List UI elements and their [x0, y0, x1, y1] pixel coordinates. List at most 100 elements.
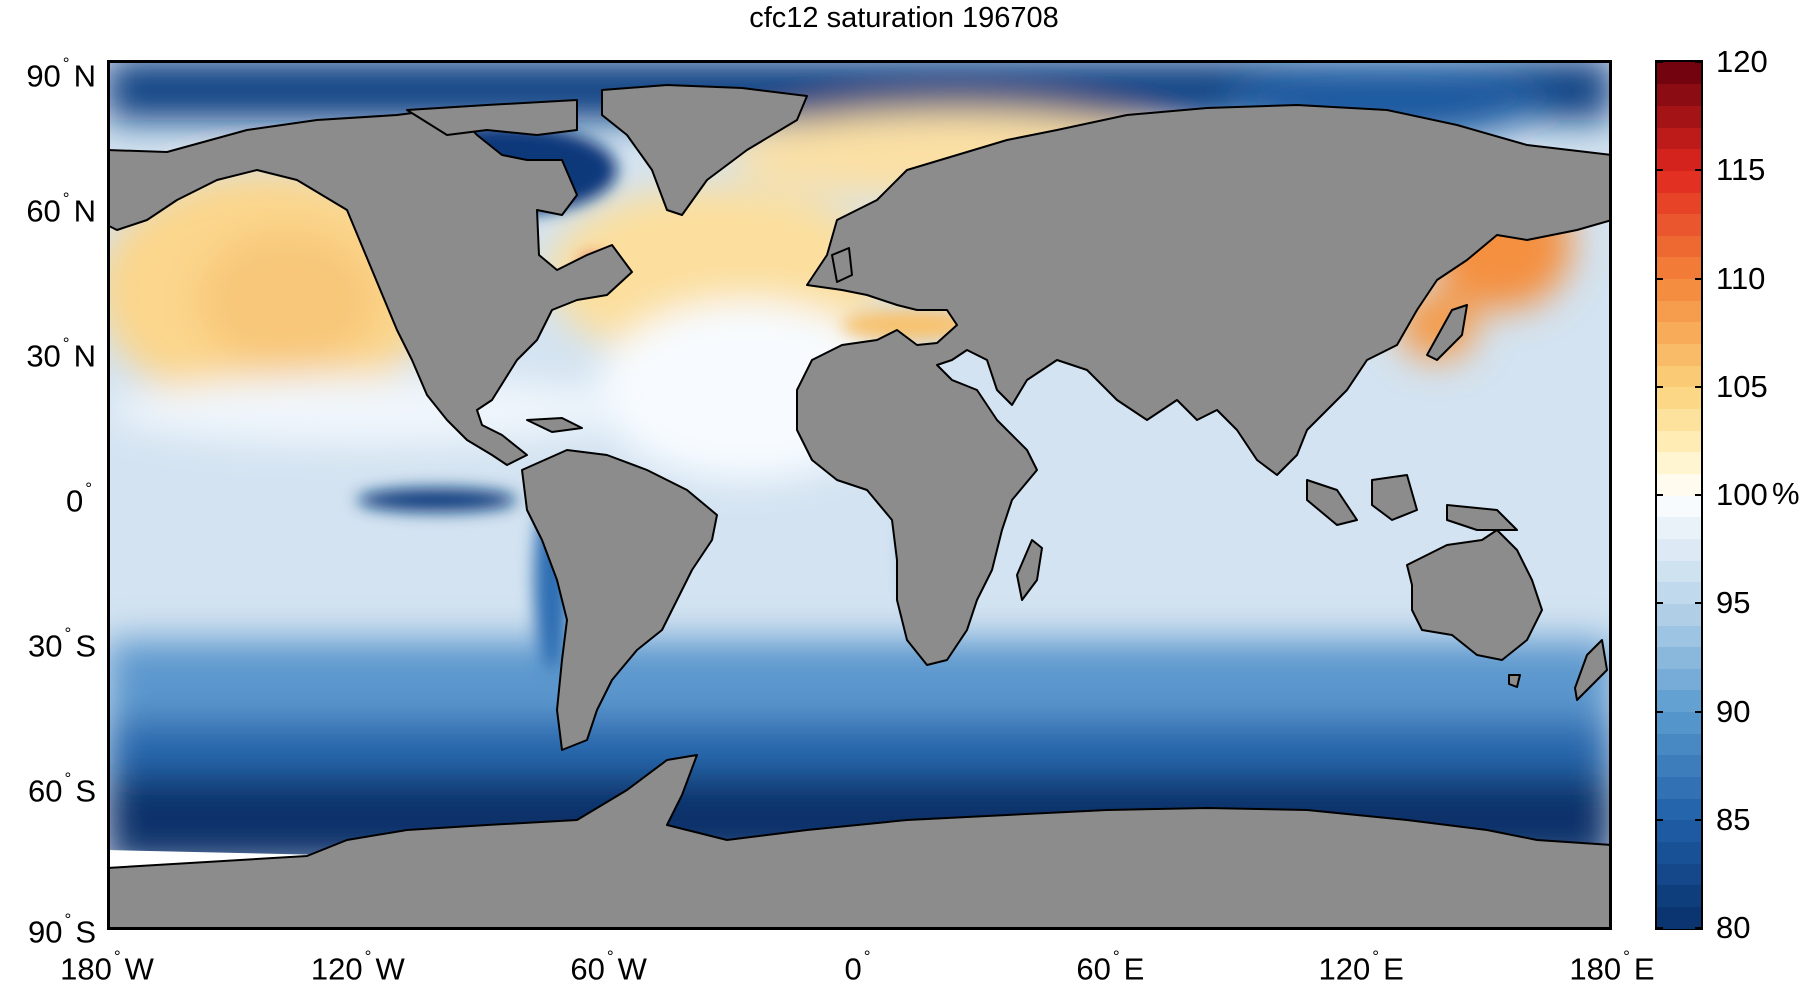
tasmania-island	[1508, 674, 1521, 688]
colorbar-segment	[1657, 170, 1701, 193]
longitude-tick-label: 120 ° E	[1319, 946, 1404, 986]
longitude-tick-degrees: 120	[1318, 951, 1371, 986]
north-america-land	[107, 107, 633, 466]
colorbar-tick-mark	[1695, 169, 1703, 172]
longitude-tick-label: 60 ° E	[1076, 946, 1144, 986]
colorbar-segment	[1657, 105, 1701, 128]
colorbar-tick-label: 80	[1716, 910, 1751, 945]
degree-symbol: °	[364, 947, 372, 966]
degree-symbol: °	[62, 334, 70, 353]
colorbar-segment	[1657, 689, 1701, 713]
latitude-tick-degrees: 30	[26, 338, 61, 374]
colorbar-segment	[1657, 256, 1701, 280]
japan-islands	[1426, 304, 1468, 361]
longitude-tick-degrees: 180	[60, 951, 112, 986]
degree-symbol: °	[64, 624, 72, 643]
longitude-tick-degrees: 60	[1076, 951, 1111, 986]
colorbar-segment	[1657, 300, 1701, 323]
southern-ocean-deep	[107, 720, 1612, 780]
equatorial-cold-tongue	[357, 488, 517, 512]
colorbar-tick-mark	[1655, 385, 1663, 388]
longitude-tick-degrees: 0	[844, 951, 862, 986]
colorbar-unit-label: %	[1772, 476, 1800, 511]
latitude-tick-label: 30 ° N	[26, 333, 96, 373]
colorbar-segment	[1657, 365, 1701, 388]
latitude-tick-degrees: 60	[26, 193, 61, 229]
degree-symbol: °	[85, 479, 92, 498]
colorbar-segment	[1657, 733, 1701, 756]
colorbar-segment	[1657, 62, 1701, 85]
colorbar-tick-mark	[1695, 602, 1703, 605]
southern-ocean-band	[107, 640, 1612, 720]
new-zealand-islands	[1574, 639, 1608, 701]
madagascar-island	[1016, 539, 1043, 601]
colorbar-segment	[1657, 451, 1701, 474]
colorbar-tick-mark	[1655, 277, 1663, 280]
colorbar-segment	[1657, 841, 1701, 864]
latitude-tick-hemisphere: N	[73, 193, 96, 229]
latitude-tick-degrees: 90	[26, 58, 61, 94]
colorbar-tick-mark	[1695, 927, 1703, 929]
latitude-tick-degrees: 0	[65, 483, 84, 519]
longitude-tick-hemisphere: W	[617, 951, 647, 986]
degree-symbol: °	[113, 947, 121, 966]
colorbar-segment	[1657, 581, 1701, 604]
latitude-tick-hemisphere: N	[73, 338, 96, 374]
colorbar-segment	[1657, 776, 1701, 799]
latitude-tick-label: 90 ° N	[26, 53, 96, 93]
degree-symbol: °	[62, 189, 70, 208]
colorbar-segment	[1657, 148, 1701, 171]
colorbar-segment	[1657, 711, 1701, 734]
latitude-tick-label: 90 ° S	[28, 909, 96, 949]
world-map	[107, 60, 1612, 930]
longitude-tick-degrees: 120	[310, 951, 363, 986]
latitude-tick-hemisphere: N	[73, 58, 96, 94]
colorbar-segment	[1657, 516, 1701, 539]
colorbar-segment	[1657, 603, 1701, 626]
latitude-tick-hemisphere: S	[75, 773, 96, 809]
latitude-tick-label: 60 ° N	[26, 188, 96, 228]
colorbar-segment	[1657, 906, 1701, 929]
latitude-tick-hemisphere: S	[75, 628, 96, 664]
colorbar-tick-label: 85	[1716, 801, 1751, 837]
colorbar-tick-mark	[1695, 818, 1703, 821]
colorbar-tick-mark	[1655, 602, 1663, 605]
longitude-tick-label: 180 ° E	[1569, 946, 1654, 986]
colorbar-tick-label: 90	[1716, 693, 1751, 729]
colorbar-tick-mark	[1655, 927, 1663, 929]
degree-symbol: °	[606, 947, 614, 966]
latitude-tick-label: 30 ° S	[28, 623, 96, 663]
colorbar-tick-mark	[1695, 385, 1703, 388]
colorbar-segment	[1657, 408, 1701, 431]
latitude-tick-degrees: 30	[28, 628, 63, 664]
colorbar-segment	[1657, 278, 1701, 301]
longitude-tick-degrees: 60	[570, 951, 605, 986]
colorbar-segment	[1657, 668, 1701, 691]
map-plot-area	[107, 60, 1612, 930]
colorbar-segment	[1657, 495, 1701, 518]
colorbar-tick-label: 105	[1716, 368, 1768, 404]
latitude-tick-label: 0 °	[66, 478, 96, 518]
colorbar-segment	[1657, 538, 1701, 561]
longitude-tick-label: 180 ° W	[60, 946, 154, 986]
north-pacific-warm-core	[197, 230, 377, 370]
colorbar	[1655, 60, 1703, 930]
colorbar-segment	[1657, 386, 1701, 409]
colorbar-tick-label: 95	[1716, 585, 1751, 621]
greenland-land	[601, 84, 808, 216]
degree-symbol: °	[62, 54, 70, 73]
degree-symbol: °	[1112, 947, 1120, 966]
colorbar-tick-mark	[1695, 61, 1703, 63]
colorbar-tick-label: 110	[1716, 260, 1766, 296]
colorbar-segment	[1657, 863, 1701, 886]
longitude-tick-hemisphere: W	[124, 951, 154, 986]
colorbar-segment	[1657, 191, 1701, 215]
colorbar-tick-mark	[1655, 818, 1663, 821]
colorbar-segment	[1657, 126, 1701, 150]
cuba-island	[526, 417, 583, 433]
tropical-pacific-light	[107, 375, 627, 445]
australia-land	[1406, 529, 1543, 661]
latitude-tick-label: 60 ° S	[28, 768, 96, 808]
colorbar-tick-mark	[1655, 494, 1663, 496]
colorbar-segment	[1657, 754, 1701, 778]
